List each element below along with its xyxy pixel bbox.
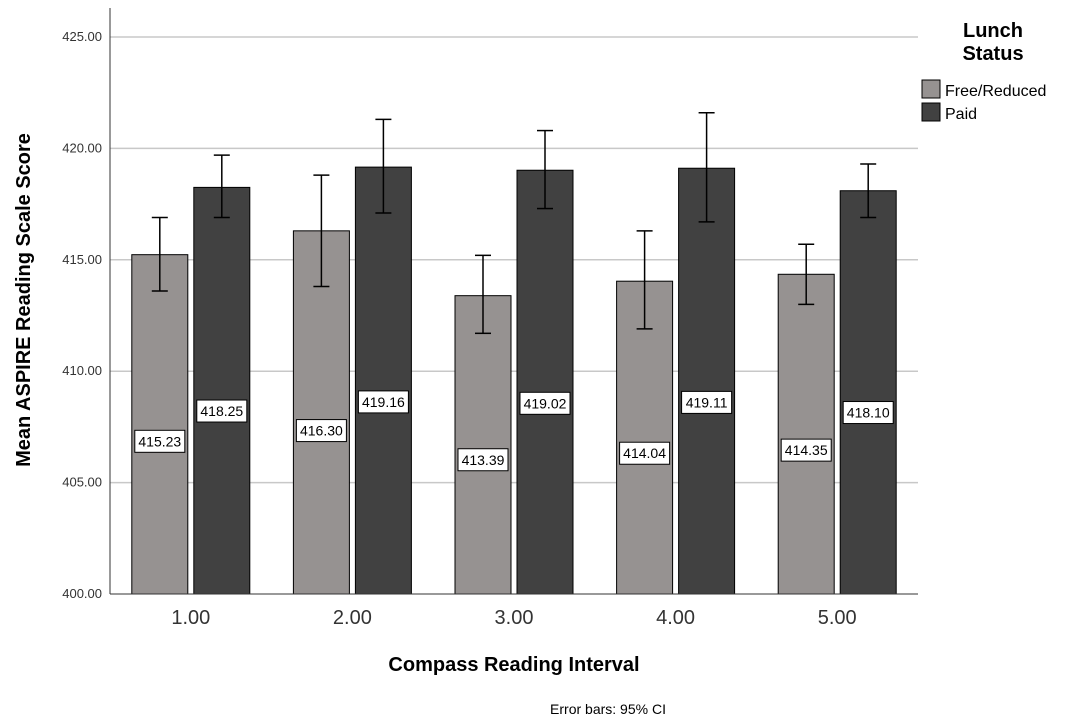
x-tick-label: 5.00 bbox=[818, 607, 857, 629]
legend-label-free-reduced: Free/Reduced bbox=[945, 83, 1046, 100]
bar-free-reduced bbox=[454, 295, 512, 595]
bar-paid bbox=[193, 186, 251, 595]
data-label: 418.25 bbox=[200, 403, 243, 419]
bar-free-reduced bbox=[777, 273, 835, 595]
legend-title-line1: Lunch bbox=[963, 20, 1023, 42]
data-label: 413.39 bbox=[462, 452, 505, 468]
data-label-box bbox=[357, 390, 409, 414]
data-label: 414.35 bbox=[785, 442, 828, 458]
y-tick-label: 405.00 bbox=[62, 475, 102, 490]
x-tick-label: 2.00 bbox=[333, 607, 372, 629]
data-label: 415.23 bbox=[138, 433, 181, 449]
data-label-box bbox=[780, 438, 832, 462]
x-tick-label: 3.00 bbox=[495, 607, 534, 629]
legend: Lunch Status Free/Reduced Paid bbox=[921, 20, 1046, 123]
legend-swatch-free-reduced bbox=[921, 79, 941, 99]
data-label-box bbox=[619, 441, 671, 465]
data-label: 419.16 bbox=[362, 394, 405, 410]
legend-title-line2: Status bbox=[962, 43, 1023, 65]
data-label-box bbox=[681, 390, 733, 414]
data-labels: 415.23 418.25 416.30 419.16 413.39 419.02 414.… bbox=[134, 390, 894, 472]
bars bbox=[131, 166, 897, 595]
data-label: 414.04 bbox=[623, 445, 666, 461]
data-label: 419.11 bbox=[686, 394, 728, 410]
y-axis-title: Mean ASPIRE Reading Scale Score bbox=[13, 133, 35, 467]
data-label-box bbox=[295, 419, 347, 443]
error-bars bbox=[151, 112, 877, 335]
data-label-box bbox=[134, 429, 186, 453]
data-label-box bbox=[842, 401, 894, 425]
y-tick-labels: 400.00 405.00 410.00 415.00 420.00 425.00 bbox=[62, 29, 102, 601]
axes bbox=[109, 8, 918, 595]
bar-paid bbox=[839, 190, 897, 595]
data-label-box bbox=[196, 399, 248, 423]
y-tick-label: 415.00 bbox=[62, 252, 102, 267]
bar-paid bbox=[516, 169, 574, 595]
data-label-box bbox=[519, 391, 571, 415]
x-axis-title: Compass Reading Interval bbox=[388, 654, 639, 676]
data-label: 418.10 bbox=[847, 405, 890, 421]
bar-paid bbox=[354, 166, 412, 595]
y-tick-label: 400.00 bbox=[62, 586, 102, 601]
y-tick-label: 420.00 bbox=[62, 140, 102, 155]
bar-free-reduced bbox=[131, 254, 189, 595]
legend-label-paid: Paid bbox=[945, 106, 977, 123]
y-tick-label: 425.00 bbox=[62, 29, 102, 44]
x-tick-label: 4.00 bbox=[656, 607, 695, 629]
y-tick-label: 410.00 bbox=[62, 363, 102, 378]
error-bar-footnote: Error bars: 95% CI bbox=[550, 701, 666, 717]
x-tick-label: 1.00 bbox=[171, 607, 210, 629]
data-label-box bbox=[457, 448, 509, 472]
x-tick-labels: 1.00 2.00 3.00 4.00 5.00 bbox=[171, 607, 856, 629]
data-label: 416.30 bbox=[300, 423, 343, 439]
legend-swatch-paid bbox=[921, 102, 941, 122]
data-label: 419.02 bbox=[524, 395, 567, 411]
bar-paid bbox=[678, 167, 736, 595]
bar-free-reduced bbox=[292, 230, 350, 595]
